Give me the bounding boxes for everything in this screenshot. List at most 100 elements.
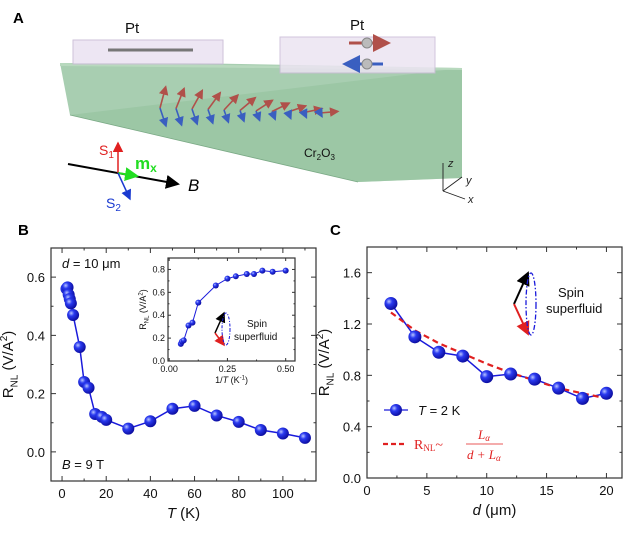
inset-annotation-line1: Spin [247,319,267,330]
x-tick-label: 0 [58,486,65,501]
inset-annotation-line2: superfluid [234,332,277,343]
data-point [599,386,613,400]
y-tick-label: 0.6 [27,270,45,285]
data-point [224,275,231,282]
svg-text:Lα: Lα [477,427,490,443]
x-tick-label: 60 [187,486,201,501]
panel-label-a: A [13,10,24,27]
series-line [390,303,607,400]
data-point [276,427,289,440]
x-tick-label: 15 [539,483,553,498]
data-point [408,330,422,344]
spin-down-arrow [283,109,293,120]
data-point [384,296,398,310]
annotation-line2: superfluid [546,301,602,316]
x-tick-label: 0.50 [277,364,295,374]
data-point [259,267,266,274]
data-point [180,337,187,344]
plot-c: 0 5 10 15 20 0.0 0.4 0.8 1.2 1.6 d (μm) RNL (V/A2) [315,246,623,519]
data-point [100,413,113,426]
legend-c: T = 2 K RNL~ Lα d + Lα [383,403,503,463]
data-point [575,391,589,405]
data-point [232,415,245,428]
annotation-thickness: d = 10 μm [62,256,120,271]
y-tick-label: 0.8 [152,264,165,274]
spin-down-arrow [221,109,231,124]
data-point [122,422,135,435]
spin-up-arrow [158,85,169,109]
y-tick-label: 0.0 [27,445,45,460]
data-point [67,308,80,321]
data-point [212,282,219,289]
x-tick-label: 20 [99,486,113,501]
data-point [528,372,542,386]
spin-superfluid-diagram-inset: Spin superfluid [214,311,277,347]
y-tick-label: 0.4 [152,310,165,320]
data-point [188,399,201,412]
spin-up-arrow [207,91,222,110]
legend-label-fit: RNL~ Lα d + Lα [414,427,503,463]
y-tick-label: 1.6 [343,266,361,281]
data-point [195,299,202,306]
coordinate-axes: z y x [442,158,474,206]
x-tick-label: 5 [423,483,430,498]
x-tick-label: 40 [143,486,157,501]
legend-label-data: T = 2 K [418,403,461,418]
spin-down-arrow [298,108,308,119]
y-tick-label: 0.0 [152,356,165,366]
spin-down-arrow [267,110,277,121]
y-tick-label: 0.2 [27,387,45,402]
spin-down-arrow [236,110,246,123]
y-tick-label: 0.0 [343,471,361,486]
data-point [298,431,311,444]
svg-text:y: y [465,175,473,187]
y-tick-label: 0.6 [152,287,165,297]
x-tick-label: 10 [479,483,493,498]
y-tick-label: 0.2 [152,333,165,343]
data-point [504,367,518,381]
data-point [232,273,239,280]
y-axis-label: RNL (V/A2) [315,329,337,397]
y-tick-label: 0.4 [343,420,361,435]
data-point [432,345,446,359]
data-point [254,424,267,437]
spin-up-arrow [239,96,257,112]
data-point [552,381,566,395]
plot-b: 0 20 40 60 80 100 0.0 0.2 0.4 0.6 T (K) RNL (V/A2) [0,247,317,522]
s2-label: S2 [106,195,121,214]
data-point [82,381,95,394]
spin-down-arrow [313,107,323,118]
pt-label-right: Pt [350,17,365,34]
spin-down-arrow [190,108,200,126]
data-point [250,271,257,278]
fit-curve [390,311,607,400]
spin-superfluid-diagram: Spin superfluid [513,271,602,336]
svg-text:RNL~: RNL~ [414,438,443,453]
plot-frame [167,257,296,362]
spin-down-arrow [205,109,215,125]
data-point [64,297,77,310]
data-point [166,402,179,415]
x-tick-label: 100 [272,486,294,501]
data-point [456,349,470,363]
data-point [189,319,196,326]
y-tick-label: 0.8 [343,368,361,383]
field-b-label: B [188,176,199,195]
spin-down-arrow [252,110,262,122]
plot-frame [366,246,623,479]
plot-b-inset: 0.00 0.25 0.50 0.0 0.2 0.4 0.6 0.8 1/T (K-1) RNL … [138,257,296,385]
y-axis-label: RNL (V/A2) [138,289,151,330]
svg-text:z: z [447,158,454,170]
data-point [73,341,86,354]
data-point [243,271,250,278]
cr2o3-slab [60,63,462,183]
svg-text:x: x [467,194,474,206]
x-tick-label: 80 [231,486,245,501]
spin-up-arrow [191,89,204,110]
data-point [282,267,289,274]
data-point [210,409,223,422]
x-tick-label: 20 [599,483,613,498]
annotation-line1: Spin [558,285,584,300]
spin-down-arrow [174,108,184,127]
